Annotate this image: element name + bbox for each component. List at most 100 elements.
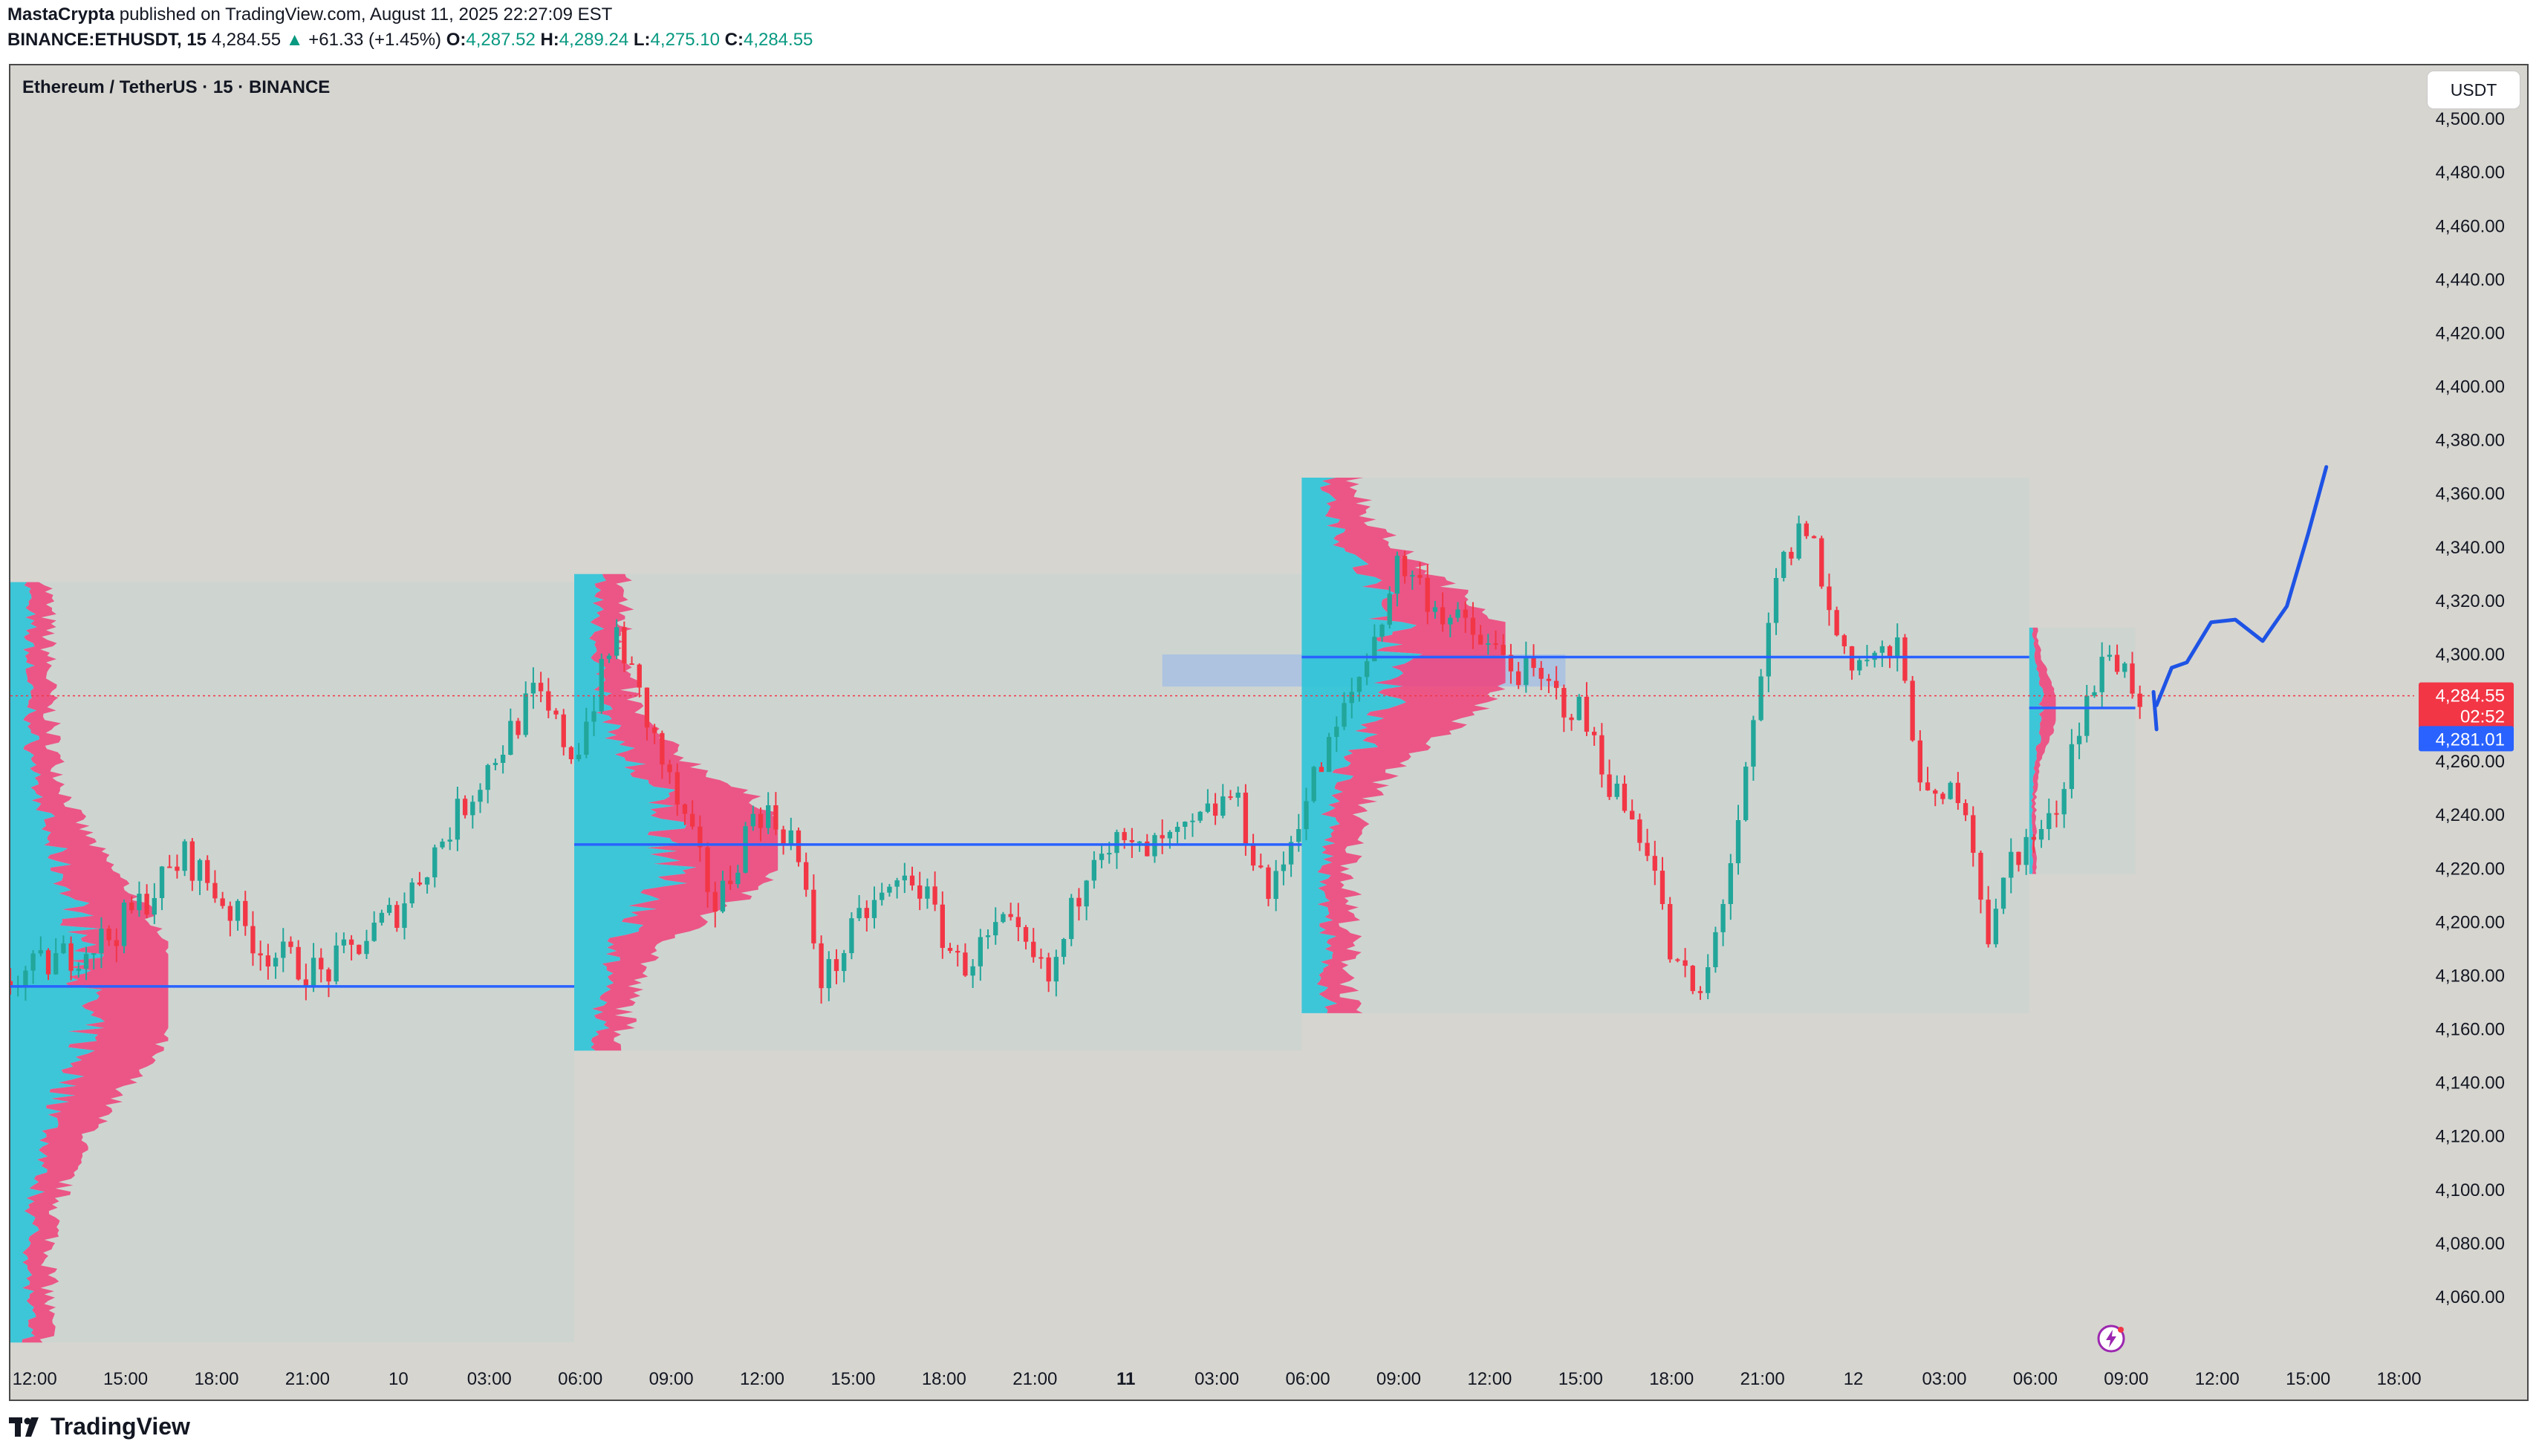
candle-body: [1728, 863, 1733, 904]
candle-body: [1319, 767, 1324, 773]
candle: [667, 759, 672, 784]
candle-body: [129, 902, 134, 911]
candle: [1599, 723, 1605, 788]
candle-body: [1857, 660, 1862, 671]
candle-body: [1659, 871, 1665, 904]
candle-body: [1417, 575, 1423, 578]
candle: [1160, 819, 1165, 854]
candle: [538, 672, 544, 703]
candle-body: [311, 958, 316, 987]
candle: [1008, 903, 1013, 921]
candle-body: [258, 953, 263, 956]
candle-body: [1281, 864, 1287, 871]
candle-body: [1637, 819, 1642, 843]
volume-profile-buy: [574, 573, 697, 1051]
candle: [1273, 859, 1278, 911]
candle-body: [1167, 831, 1173, 839]
candle: [682, 803, 688, 825]
candle-body: [319, 958, 324, 969]
candle: [1993, 898, 1999, 948]
candle-body: [2084, 695, 2090, 736]
candle-body: [2130, 663, 2135, 694]
candle: [1986, 885, 1991, 948]
candle-body: [106, 929, 111, 940]
candle-body: [871, 900, 877, 918]
candle: [1326, 732, 1332, 773]
tradingview-logo[interactable]: TradingView: [9, 1413, 190, 1440]
price-chart[interactable]: 4,500.00 4,480.00 4,460.00 4,440.00 4,420.00…: [10, 65, 2527, 1400]
lightning-icon[interactable]: [2096, 1324, 2126, 1353]
time-tick-label: 10: [389, 1369, 409, 1389]
candle-body: [1697, 991, 1703, 993]
candle: [1538, 660, 1544, 691]
candle-body: [1538, 668, 1544, 679]
countdown-label: 02:52: [2460, 707, 2505, 727]
low-value: 4,275.10: [650, 30, 720, 50]
candle: [856, 894, 862, 921]
author-name[interactable]: MastaCrypta: [7, 4, 115, 25]
candle-body: [2092, 692, 2097, 696]
candle: [1796, 516, 1801, 561]
currency-button[interactable]: USDT: [2428, 71, 2520, 108]
candle: [1220, 784, 1226, 819]
candle-body: [622, 627, 627, 664]
candle: [651, 724, 657, 744]
time-tick-label: 12:00: [13, 1369, 57, 1389]
candle-body: [2069, 744, 2075, 790]
candle: [508, 708, 513, 755]
candle: [1091, 851, 1097, 889]
candle-body: [432, 847, 438, 878]
candle: [1690, 964, 1695, 995]
candle-body: [182, 841, 187, 871]
candle-body: [1402, 556, 1408, 576]
candle-body: [538, 683, 544, 692]
candle-body: [614, 627, 620, 656]
candle-body: [1553, 680, 1559, 689]
candle-body: [1183, 822, 1188, 828]
candle: [1713, 926, 1718, 973]
candle: [1917, 729, 1923, 791]
candle: [341, 932, 347, 954]
candle: [1349, 677, 1354, 719]
candle: [947, 943, 953, 954]
candle: [83, 946, 89, 981]
time-tick-label: 18:00: [2377, 1369, 2422, 1389]
candle-body: [1160, 835, 1165, 839]
candle: [1865, 645, 1870, 667]
candle-body: [1546, 678, 1552, 681]
candle: [76, 962, 81, 978]
poc-lines: [10, 655, 2136, 988]
candle: [2084, 684, 2090, 743]
candle-body: [1630, 810, 1635, 820]
time-tick-label: 15:00: [830, 1369, 875, 1389]
candle: [311, 943, 316, 992]
candle-body: [1690, 966, 1695, 992]
candle: [735, 865, 741, 888]
time-tick-label: 06:00: [2013, 1369, 2058, 1389]
candle-body: [856, 908, 862, 919]
candle: [189, 838, 195, 891]
candle-body: [341, 939, 347, 946]
candle-body: [674, 772, 680, 805]
candle: [167, 854, 172, 868]
candle-body: [1720, 903, 1726, 932]
candle-body: [1394, 556, 1400, 594]
candle-body: [2031, 836, 2037, 840]
candle: [121, 899, 127, 954]
candle: [1486, 634, 1491, 655]
candle: [485, 764, 490, 804]
candle: [2092, 685, 2097, 698]
candle: [546, 677, 551, 718]
candle: [1515, 662, 1521, 689]
time-tick-label: 21:00: [285, 1369, 330, 1389]
candle: [1751, 715, 1756, 781]
candle: [417, 871, 423, 886]
candle-body: [205, 859, 210, 883]
candle-body: [743, 826, 748, 873]
time-tick-label: 12: [1844, 1369, 1864, 1389]
candle: [591, 695, 596, 736]
candle-body: [424, 877, 430, 885]
candle: [1015, 903, 1021, 942]
candle: [705, 842, 710, 908]
candle: [288, 936, 293, 954]
